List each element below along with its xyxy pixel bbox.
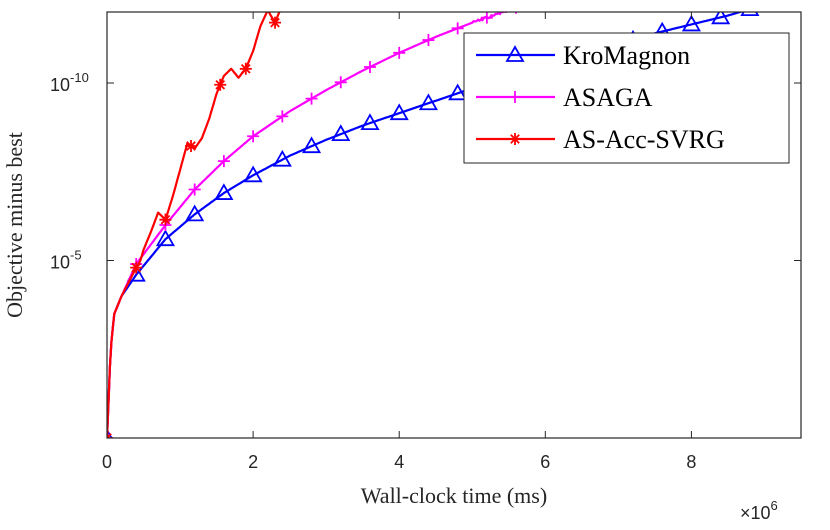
- data-point-marker: [214, 183, 234, 200]
- x-tick-label: 0: [102, 452, 112, 472]
- data-point-marker: [301, 136, 322, 154]
- y-axis-label: Objective minus best: [2, 132, 27, 318]
- x-multiplier: ×106: [740, 498, 778, 523]
- data-point-marker: [214, 78, 227, 91]
- legend-entry: ASAGA: [476, 83, 653, 112]
- data-point-marker: [247, 130, 260, 143]
- data-point-marker: [451, 22, 464, 35]
- data-point-marker: [272, 149, 292, 167]
- x-axis-ticks: 0 2 4 6 8: [102, 12, 696, 472]
- data-point-marker: [360, 113, 380, 131]
- data-point-marker: [711, 12, 731, 25]
- data-point-marker: [305, 92, 318, 105]
- data-point-marker: [239, 62, 252, 75]
- data-point-marker: [130, 261, 143, 274]
- data-point-marker: [448, 83, 468, 101]
- data-point-marker: [188, 183, 201, 196]
- data-point-marker: [681, 14, 701, 32]
- data-point-marker: [393, 46, 406, 59]
- data-point-marker: [331, 124, 351, 142]
- data-point-marker: [185, 140, 198, 153]
- data-point-marker: [480, 12, 493, 24]
- data-point-marker: [155, 229, 175, 247]
- y-axis-ticks: 10-5 10-10: [50, 70, 801, 273]
- y-tick-label: 10-10: [50, 70, 89, 95]
- data-point-marker: [159, 213, 172, 226]
- x-axis-label: Wall-clock time (ms): [361, 483, 547, 508]
- data-point-marker: [363, 61, 376, 74]
- data-point-marker: [243, 165, 263, 183]
- legend-label: KroMagnon: [563, 41, 690, 70]
- data-point-marker: [740, 12, 760, 17]
- data-point-marker: [539, 0, 551, 4]
- data-point-marker: [217, 155, 230, 168]
- data-point-marker: [389, 103, 409, 121]
- data-point-marker: [418, 93, 438, 111]
- x-tick-label: 8: [686, 452, 696, 472]
- axes-box: [106, 11, 802, 439]
- legend-entry: KroMagnon: [476, 41, 690, 70]
- data-point-marker: [107, 428, 113, 438]
- data-point-marker: [269, 16, 282, 29]
- data-point-marker: [276, 110, 289, 123]
- legend-marker: [505, 45, 525, 62]
- data-point-marker: [185, 204, 205, 222]
- legend: KroMagnon ASAGA AS-Acc-SVRG: [463, 32, 790, 164]
- legend-marker: [509, 91, 521, 103]
- x-tick-label: 4: [394, 452, 404, 472]
- y-tick-label: 10-5: [50, 248, 82, 273]
- x-tick-label: 2: [248, 452, 258, 472]
- series-line: [107, 12, 281, 438]
- series-line: [107, 12, 508, 438]
- series-as-acc-svrg: [107, 12, 282, 438]
- data-point-marker: [334, 76, 347, 89]
- data-point-marker: [771, 0, 787, 7]
- legend-entry: AS-Acc-SVRG: [476, 125, 725, 154]
- data-point-marker: [422, 34, 435, 47]
- legend-label: AS-Acc-SVRG: [563, 125, 725, 154]
- legend-label: ASAGA: [563, 83, 653, 112]
- x-tick-label: 6: [540, 452, 550, 472]
- legend-marker: [509, 133, 521, 145]
